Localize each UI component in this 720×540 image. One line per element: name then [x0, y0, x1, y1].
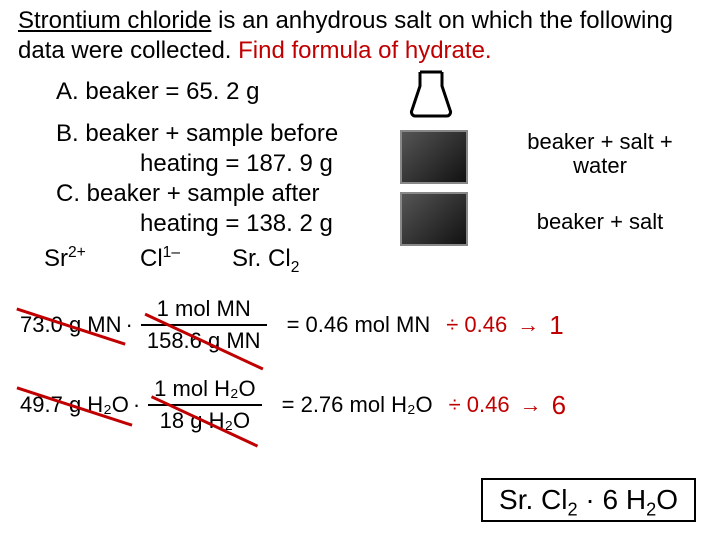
answer-dot: · 6 H [578, 484, 646, 515]
arrow-icon: → [517, 312, 539, 338]
eq2-lhs: 49.7 g H₂O [20, 392, 129, 418]
eq1-lhs: 73.0 g MN [20, 312, 122, 338]
compound-name: Strontium chloride [18, 7, 211, 34]
ion-sr: Sr2+ [44, 245, 86, 273]
data-line-b1: B. beaker + sample before [56, 120, 338, 148]
dot-icon: · [126, 312, 133, 338]
title-find: Find formula of hydrate. [238, 37, 491, 64]
answer-sub1: 2 [568, 500, 578, 520]
answer-box: Sr. Cl2 · 6 H2O [481, 478, 696, 522]
sample-after-image [400, 192, 468, 246]
data-line-b2: heating = 187. 9 g [140, 150, 333, 178]
slide-root: Strontium chloride is an anhydrous salt … [0, 0, 720, 540]
ion-cl-base: Cl [140, 245, 163, 272]
answer-p2: O [656, 484, 678, 515]
eq2-frac-den: 18 g H₂O [148, 406, 261, 434]
arrow-icon: → [520, 392, 542, 418]
eq1-ratio: 1 [549, 310, 563, 341]
eq1-frac-den: 158.6 g MN [141, 326, 267, 354]
label-before: beaker + salt + water [520, 130, 680, 178]
eq2-divide: ÷ 0.46 [449, 392, 510, 418]
problem-statement: Strontium chloride is an anhydrous salt … [18, 6, 708, 66]
label-after: beaker + salt [500, 210, 700, 234]
eq1-fraction: 1 mol MN 158.6 g MN [141, 296, 267, 354]
dot-icon: · [133, 392, 140, 418]
eq2-ratio: 6 [552, 390, 566, 421]
ion-sr-base: Sr [44, 245, 68, 272]
ion-sr-charge: 2+ [68, 244, 86, 261]
ion-cl-charge: 1– [163, 244, 180, 261]
eq2-fraction: 1 mol H₂O 18 g H₂O [148, 376, 261, 434]
eq1-result-mol: = 0.46 mol MN [287, 312, 431, 338]
answer-p1: Sr. Cl [499, 484, 567, 515]
equation-mn: 73.0 g MN · 1 mol MN 158.6 g MN = 0.46 m… [20, 296, 720, 354]
ion-cl: Cl1– [140, 245, 180, 273]
equation-h2o: 49.7 g H₂O · 1 mol H₂O 18 g H₂O = 2.76 m… [20, 376, 720, 434]
eq1-divide: ÷ 0.46 [446, 312, 507, 338]
answer-sub2: 2 [646, 500, 656, 520]
eq2-result-mol: = 2.76 mol H₂O [282, 392, 433, 418]
data-line-c1: C. beaker + sample after [56, 180, 319, 208]
formula-srcl2: Sr. Cl2 [232, 245, 299, 273]
beaker-icon [408, 70, 454, 123]
data-line-a: A. beaker = 65. 2 g [56, 78, 259, 106]
data-line-c2: heating = 138. 2 g [140, 210, 333, 238]
sample-before-image [400, 130, 468, 184]
formula-srcl2-sub: 2 [291, 259, 300, 276]
formula-srcl2-base: Sr. Cl [232, 245, 291, 272]
